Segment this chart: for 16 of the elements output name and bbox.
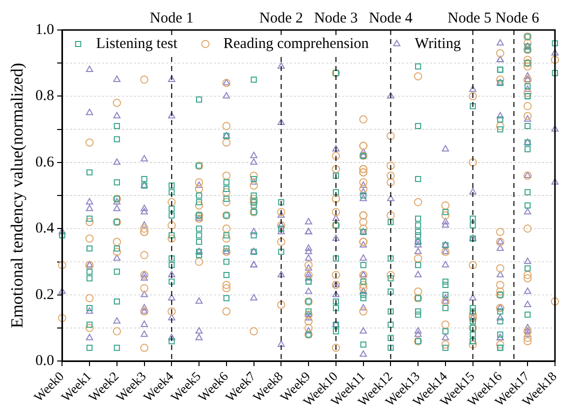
ref-line-label: Node 4 <box>368 10 414 26</box>
y-tick-label: 0.6 <box>35 154 55 170</box>
y-tick-label: 0.2 <box>35 286 54 303</box>
ref-line-label: Node 1 <box>150 10 194 26</box>
text: Node 6 <box>495 10 540 26</box>
ref-line-label: Node 5 <box>448 10 492 26</box>
y-tick-label: 0.8 <box>35 88 54 104</box>
y-tick-label: 1.0 <box>35 22 54 38</box>
legend-label: Reading comprehension <box>223 36 370 52</box>
legend-label: Writing <box>414 36 462 52</box>
y-tick-label: 0.4 <box>35 220 55 237</box>
legend-label: Listening test <box>96 36 178 52</box>
y-tick-label: 0.0 <box>35 353 54 370</box>
y-axis-title: Emotional tendency value(normalized) <box>8 62 27 328</box>
ref-line-label: Node 2 <box>259 10 304 26</box>
ref-line-label: Node 3 <box>314 10 358 26</box>
